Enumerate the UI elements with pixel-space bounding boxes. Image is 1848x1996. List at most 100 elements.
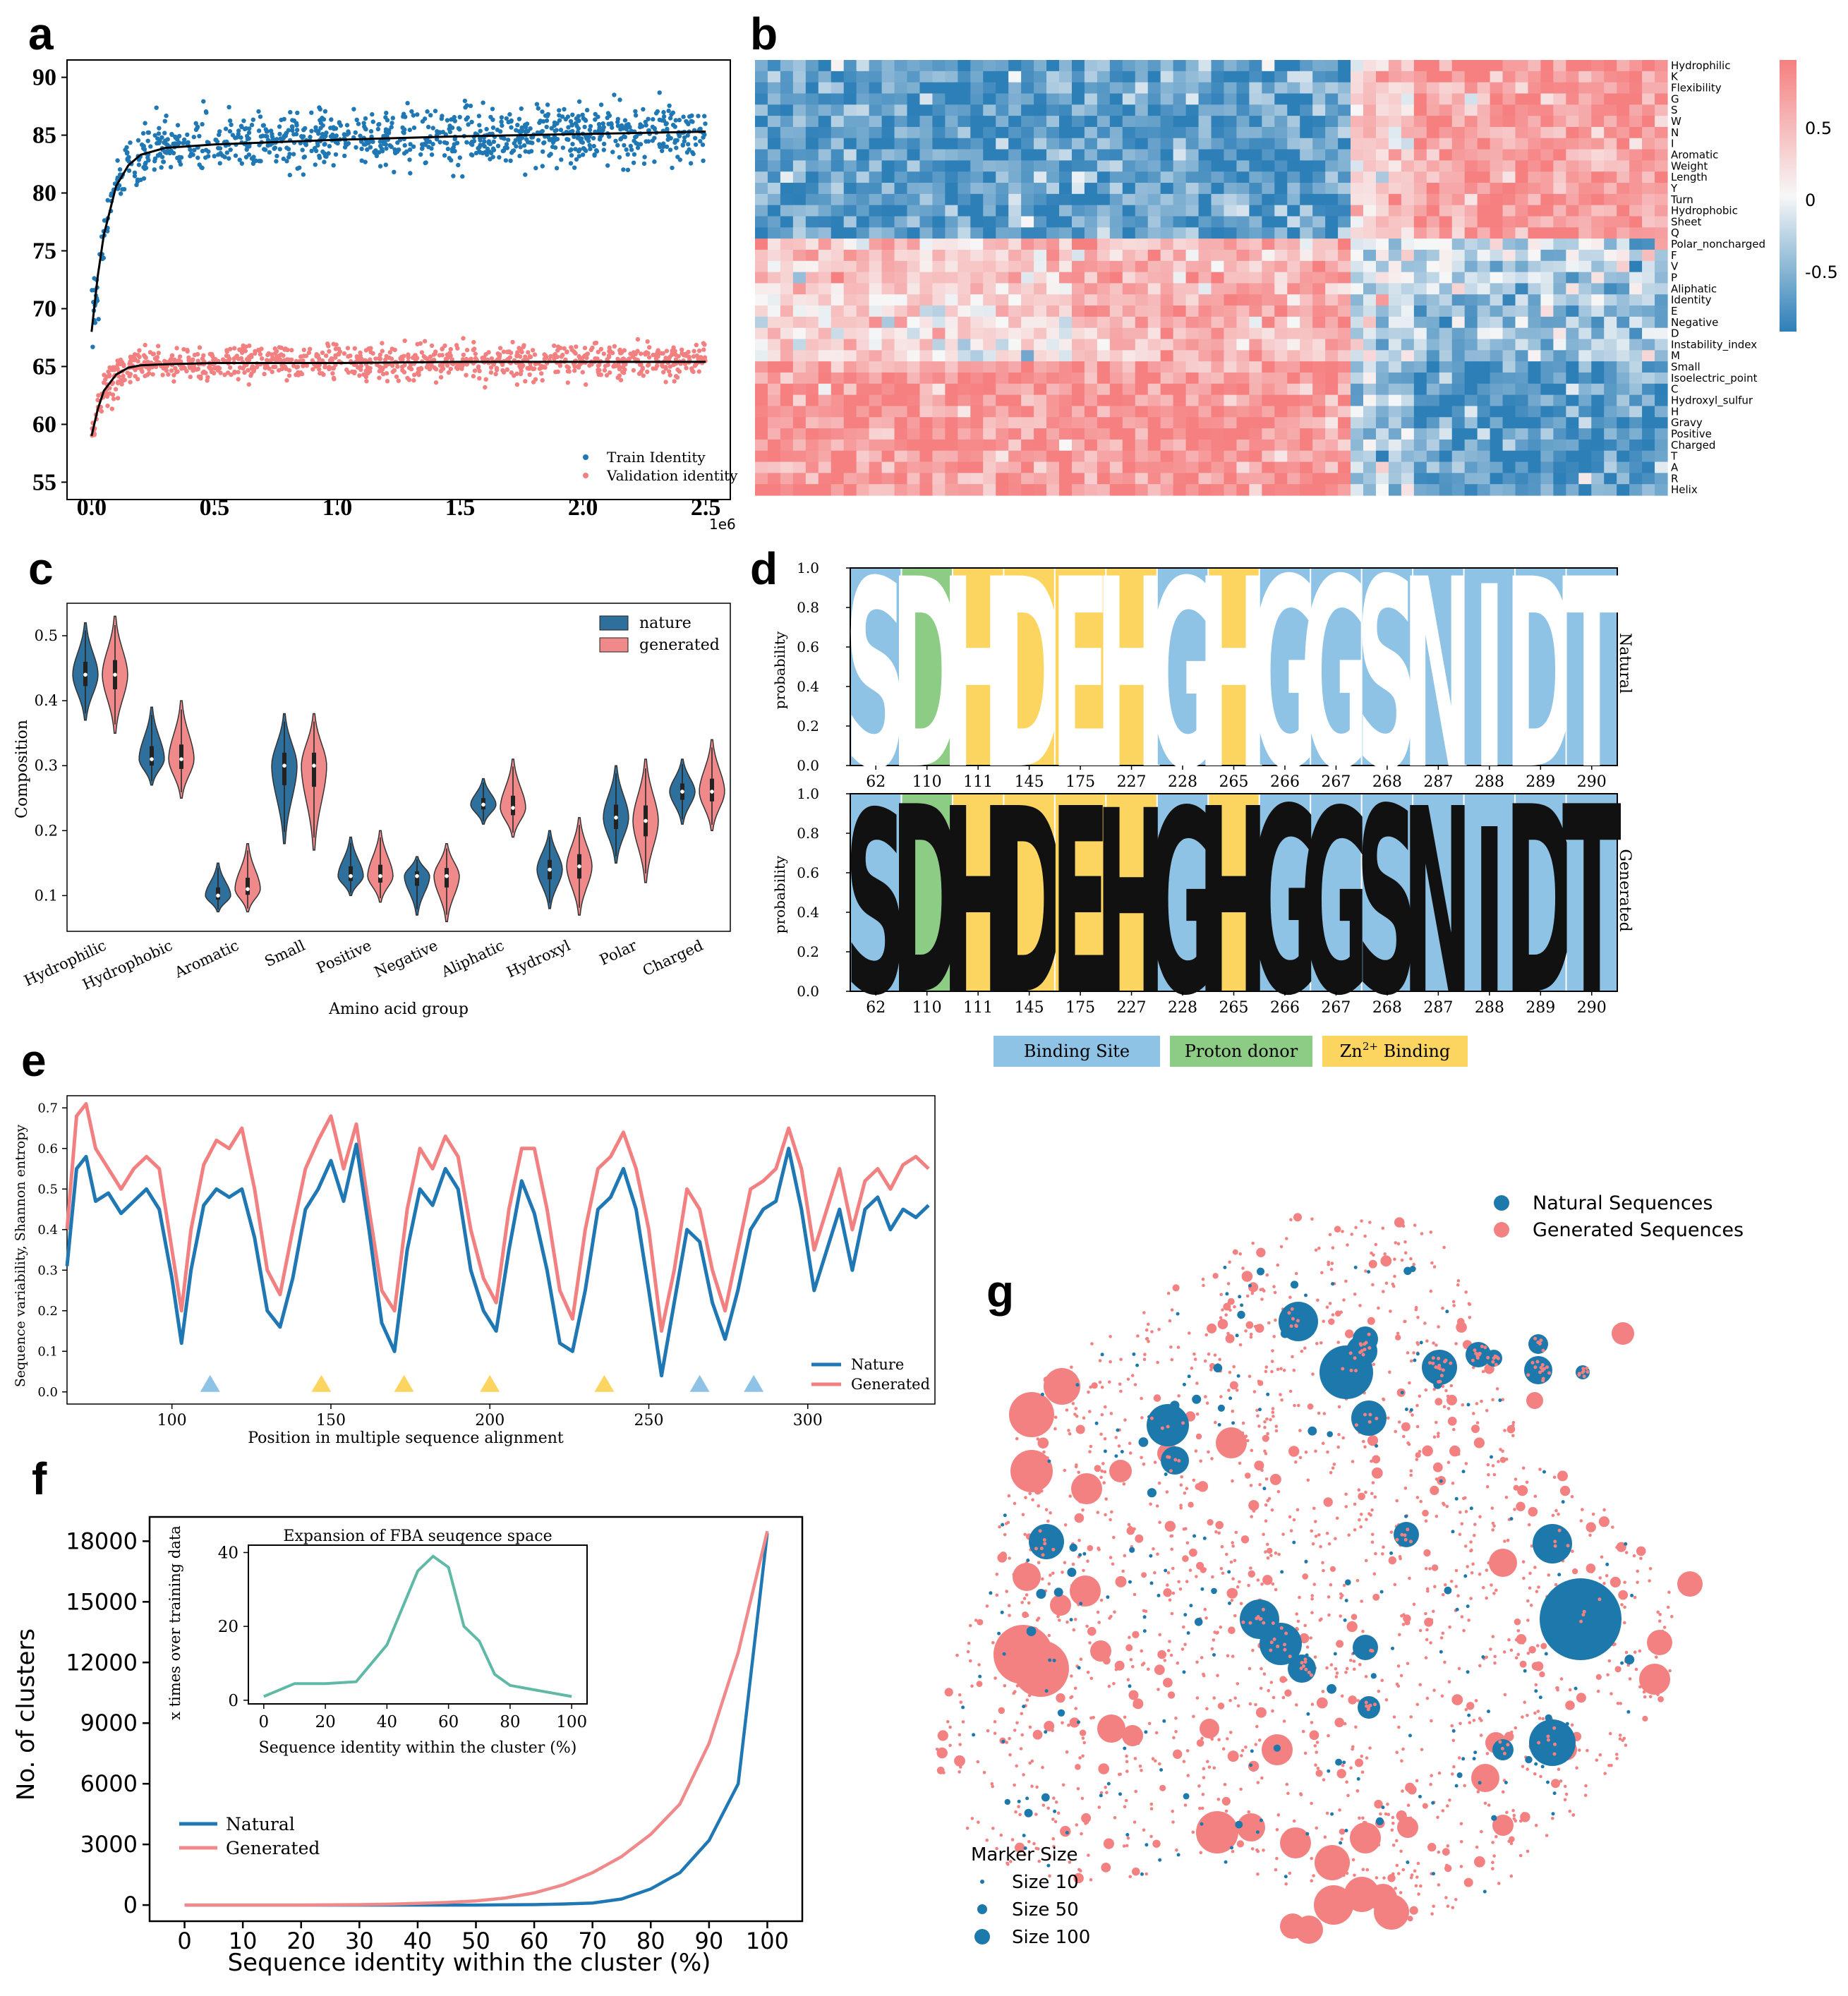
heatmap-cell xyxy=(1464,126,1478,139)
heatmap-cell xyxy=(1642,417,1655,429)
point-validation xyxy=(181,346,186,352)
heatmap-cell xyxy=(843,461,857,473)
heatmap-cell xyxy=(1604,93,1617,105)
heatmap-cell xyxy=(1338,249,1351,262)
point-train xyxy=(329,117,334,122)
heatmap-cell xyxy=(1388,104,1402,116)
heatmap-cell xyxy=(1477,93,1491,105)
point-train xyxy=(263,127,268,132)
heatmap-cell xyxy=(1426,116,1440,128)
heatmap-cell xyxy=(1413,428,1427,440)
point-validation xyxy=(105,404,110,409)
point-train xyxy=(562,107,567,111)
heatmap-cell xyxy=(1211,327,1225,340)
heatmap-cell xyxy=(1224,93,1238,105)
heatmap-cell xyxy=(1109,171,1123,183)
heatmap-cell xyxy=(1287,406,1300,418)
heatmap-cell xyxy=(1629,183,1643,195)
heatmap-cell xyxy=(970,406,984,418)
point-train xyxy=(478,135,483,140)
heatmap-cell xyxy=(1439,93,1453,105)
heatmap-cell xyxy=(767,417,781,429)
heatmap-cell xyxy=(932,450,946,463)
heatmap-cell xyxy=(1578,171,1592,183)
point-train xyxy=(687,114,692,119)
heatmap-row-label: Isoelectric_point xyxy=(1671,372,1758,385)
heatmap-cell xyxy=(1274,249,1288,262)
heatmap-cell xyxy=(805,361,819,373)
heatmap-cell xyxy=(1578,428,1592,440)
heatmap-cell xyxy=(1249,205,1262,217)
heatmap-cell xyxy=(1021,249,1034,262)
y-tick-label: 60 xyxy=(32,411,56,437)
point-train xyxy=(227,156,231,161)
heatmap-cell xyxy=(1300,160,1313,172)
heatmap-cell xyxy=(1363,160,1377,172)
heatmap-cell xyxy=(1236,484,1250,496)
point-validation xyxy=(265,352,270,358)
point-train xyxy=(162,140,167,145)
point-train xyxy=(333,152,339,157)
heatmap-cell xyxy=(1262,339,1275,351)
heatmap-cell xyxy=(767,283,781,295)
heatmap-cell xyxy=(894,193,908,206)
heatmap-cell xyxy=(970,138,984,150)
heatmap-cell xyxy=(1502,249,1516,262)
heatmap-cell xyxy=(1604,283,1617,295)
point-validation xyxy=(531,380,536,385)
heatmap-cell xyxy=(1211,339,1225,351)
heatmap-cell xyxy=(780,450,794,463)
heatmap-cell xyxy=(1249,327,1262,340)
heatmap-cell xyxy=(1211,216,1225,228)
violin-iqr xyxy=(511,795,515,816)
heatmap-cell xyxy=(1122,327,1136,340)
heatmap-cell xyxy=(1515,227,1529,239)
point-validation xyxy=(118,361,123,367)
heatmap-cell xyxy=(1439,428,1453,440)
heatmap-cell xyxy=(1388,116,1402,128)
heatmap-cell xyxy=(1147,205,1161,217)
heatmap-cell xyxy=(1413,149,1427,161)
heatmap-cell xyxy=(1490,294,1504,306)
heatmap-cell xyxy=(792,104,807,116)
heatmap-cell xyxy=(1198,283,1212,295)
heatmap-cell xyxy=(945,327,958,340)
heatmap-cell xyxy=(1515,327,1529,340)
heatmap-cell xyxy=(1274,193,1288,206)
heatmap-cell xyxy=(1224,316,1238,329)
heatmap-cell xyxy=(1566,383,1579,396)
point-validation xyxy=(642,351,648,356)
heatmap-cell xyxy=(1185,216,1200,228)
heatmap-cell xyxy=(1375,306,1389,317)
heatmap-cell xyxy=(1274,116,1288,128)
heatmap-cell xyxy=(945,193,958,206)
heatmap-cell xyxy=(1249,350,1262,362)
heatmap-cell xyxy=(1147,160,1161,172)
point-validation xyxy=(448,366,453,372)
point-train xyxy=(593,117,598,122)
heatmap-cell xyxy=(755,82,768,95)
heatmap-cell xyxy=(1617,249,1630,262)
point-validation xyxy=(322,365,327,370)
heatmap-cell xyxy=(843,428,857,440)
point-train xyxy=(342,145,348,150)
heatmap-cell xyxy=(1211,205,1225,217)
point-train xyxy=(635,145,641,150)
point-train xyxy=(593,111,598,116)
point-train xyxy=(265,138,271,143)
point-validation xyxy=(646,363,651,368)
heatmap-cell xyxy=(1287,350,1300,362)
heatmap-cell xyxy=(792,249,807,262)
heatmap-cell xyxy=(1426,227,1440,239)
heatmap-cell xyxy=(1287,428,1300,440)
heatmap-cell xyxy=(1502,350,1516,362)
heatmap-cell xyxy=(1604,149,1617,161)
heatmap-cell xyxy=(945,428,958,440)
heatmap-cell xyxy=(818,283,832,295)
heatmap-cell xyxy=(1578,350,1592,362)
heatmap-cell xyxy=(1160,227,1174,239)
heatmap-cell xyxy=(1034,272,1047,284)
heatmap-cell xyxy=(1566,327,1579,340)
heatmap-cell xyxy=(1021,461,1034,473)
heatmap-cell xyxy=(932,71,946,83)
